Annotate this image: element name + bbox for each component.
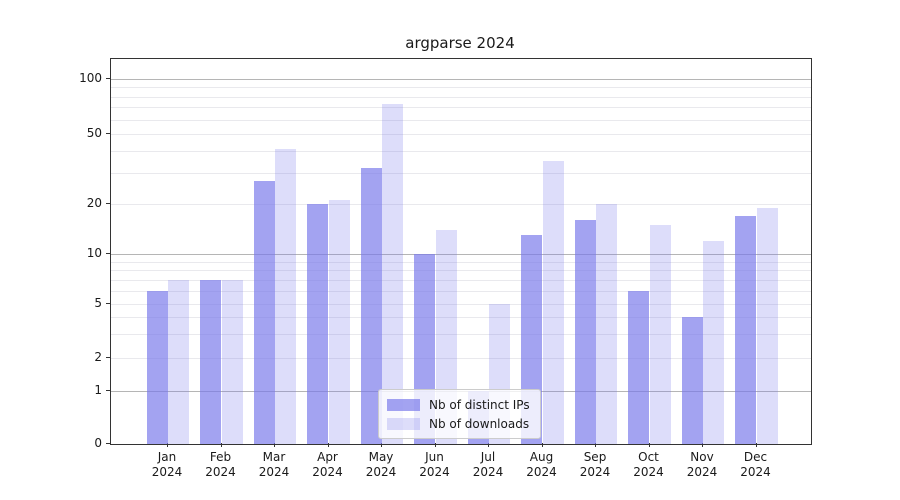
x-tick-label: Jul 2024 xyxy=(472,450,504,479)
x-tick-label: Feb 2024 xyxy=(205,450,236,479)
bar-ips-mar xyxy=(253,181,275,444)
legend-swatch-distinct-ips xyxy=(387,398,420,411)
x-tick-label: Nov 2024 xyxy=(686,450,718,479)
gridline-minor xyxy=(111,151,811,153)
bar-ips-feb xyxy=(200,279,222,444)
bar-ips-apr xyxy=(307,204,329,444)
gridline-minor xyxy=(111,119,811,121)
y-tick-mark xyxy=(106,203,110,204)
x-tick-label: Dec 2024 xyxy=(740,450,771,479)
x-tick-label: Aug 2024 xyxy=(526,450,557,479)
y-tick-label: 1 xyxy=(94,383,102,397)
gridline-minor xyxy=(111,261,811,263)
bar-downloads-feb xyxy=(221,279,243,444)
bar-ips-may xyxy=(360,168,382,444)
gridline-minor xyxy=(111,173,811,175)
y-tick-mark xyxy=(106,390,110,391)
gridline-minor xyxy=(111,279,811,281)
x-tick-mark xyxy=(220,443,222,447)
y-tick-label: 50 xyxy=(86,126,102,140)
x-tick-mark xyxy=(167,443,168,447)
x-tick-mark xyxy=(541,443,543,447)
bar-downloads-mar xyxy=(275,149,297,444)
y-tick-mark xyxy=(106,303,110,304)
bar-ips-oct xyxy=(628,290,650,444)
y-tick-mark xyxy=(106,78,110,79)
gridline-minor xyxy=(111,134,811,135)
gridline-minor xyxy=(111,107,811,109)
gridline-major xyxy=(111,79,811,80)
x-tick-mark xyxy=(648,443,650,447)
y-tick-label: 0 xyxy=(94,436,102,450)
y-tick-label: 5 xyxy=(94,296,102,310)
legend-entry-distinct-ips: Nb of distinct IPs xyxy=(387,398,532,412)
x-tick-label: Apr 2024 xyxy=(312,450,343,479)
x-tick-mark xyxy=(274,443,275,447)
y-tick-mark xyxy=(106,133,110,134)
gridline-major xyxy=(111,254,811,255)
legend-entry-downloads: Nb of downloads xyxy=(387,417,532,431)
legend: Nb of distinct IPs Nb of downloads xyxy=(378,389,541,439)
bar-ips-jan xyxy=(146,290,168,444)
x-tick-mark xyxy=(327,443,329,447)
x-tick-mark xyxy=(702,443,703,447)
bar-downloads-oct xyxy=(649,224,671,444)
bar-ips-sep xyxy=(574,220,596,444)
x-tick-label: Sep 2024 xyxy=(579,450,611,479)
y-tick-label: 10 xyxy=(86,246,102,260)
y-tick-label: 100 xyxy=(79,71,102,85)
bar-downloads-may xyxy=(382,103,404,444)
gridline-minor xyxy=(111,304,811,305)
y-tick-mark xyxy=(106,357,110,358)
x-tick-mark xyxy=(488,443,489,447)
bar-downloads-sep xyxy=(596,204,618,444)
chart-title: argparse 2024 xyxy=(405,34,515,52)
x-tick-label: May 2024 xyxy=(365,450,397,479)
legend-label-downloads: Nb of downloads xyxy=(429,416,530,431)
gridline-minor xyxy=(111,317,811,319)
bar-downloads-aug xyxy=(542,161,564,444)
legend-label-distinct-ips: Nb of distinct IPs xyxy=(429,397,530,412)
gridline-minor xyxy=(111,96,811,98)
bar-ips-dec xyxy=(735,215,757,444)
gridline-minor xyxy=(111,204,811,205)
gridline-minor xyxy=(111,290,811,292)
x-tick-label: Jan 2024 xyxy=(151,450,183,479)
y-tick-label: 2 xyxy=(94,350,102,364)
legend-swatch-downloads xyxy=(387,417,420,430)
bar-downloads-nov xyxy=(703,240,725,444)
y-tick-label: 20 xyxy=(86,196,102,210)
gridline-minor xyxy=(111,358,811,359)
y-tick-mark xyxy=(106,253,110,254)
bar-ips-nov xyxy=(681,317,703,444)
bar-downloads-dec xyxy=(756,207,778,444)
x-tick-mark xyxy=(595,443,596,447)
x-tick-label: Oct 2024 xyxy=(633,450,664,479)
plot-area xyxy=(110,58,812,445)
gridline-minor xyxy=(111,87,811,89)
gridline-minor xyxy=(111,334,811,336)
x-tick-mark xyxy=(755,443,757,447)
y-tick-mark xyxy=(106,443,110,444)
x-tick-label: Mar 2024 xyxy=(258,450,290,479)
x-tick-label: Jun 2024 xyxy=(419,450,450,479)
bar-downloads-apr xyxy=(328,200,350,444)
x-tick-mark xyxy=(381,443,382,447)
x-tick-mark xyxy=(434,443,436,447)
bar-downloads-jan xyxy=(168,279,190,444)
gridline-minor xyxy=(111,270,811,272)
